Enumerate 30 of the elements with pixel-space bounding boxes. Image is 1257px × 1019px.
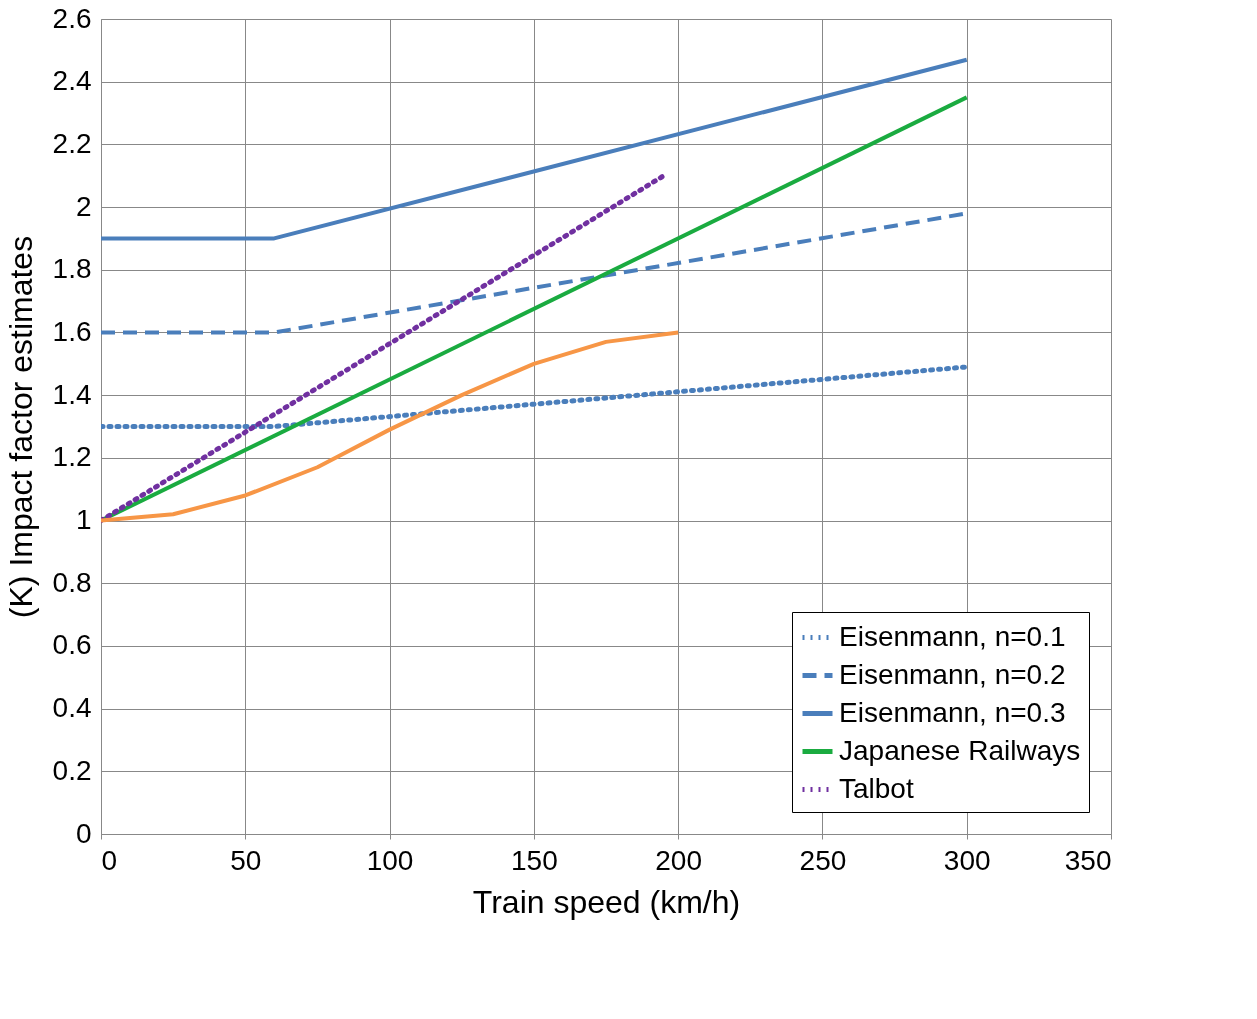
- y-axis-title: (K) Impact factor estimates: [2, 235, 39, 619]
- y-tick-label: 0.2: [52, 754, 92, 786]
- y-tick-label: 2.6: [52, 2, 92, 34]
- legend-label: Talbot: [839, 772, 914, 804]
- y-tick-label: 0.8: [52, 566, 92, 598]
- x-axis-title: Train speed (km/h): [472, 883, 741, 920]
- y-tick-label: 0.6: [52, 629, 92, 661]
- y-tick-label: 2.2: [52, 127, 92, 159]
- x-tick-label: 200: [655, 844, 702, 876]
- y-tick-label: 0.4: [52, 692, 92, 724]
- x-tick-label: 250: [799, 844, 847, 876]
- x-tick-label: 0: [101, 844, 118, 876]
- x-tick-label: 50: [230, 844, 262, 876]
- y-tick-label: 1.8: [52, 253, 92, 285]
- line-series: [101, 330, 681, 523]
- y-tick-label: 2.4: [52, 65, 92, 97]
- y-tick-label: 1.2: [52, 441, 92, 473]
- legend-label: Eisenmann, n=0.2: [839, 658, 1066, 690]
- legend-label: Japanese Railways: [839, 734, 1081, 766]
- x-tick-label: 150: [511, 844, 558, 876]
- y-tick-label: 2: [75, 190, 92, 222]
- y-tick-label: 1.4: [52, 378, 92, 410]
- x-tick-label: 300: [943, 844, 991, 876]
- legend-label: Eisenmann, n=0.1: [839, 620, 1066, 652]
- x-tick-label: 100: [366, 844, 414, 876]
- y-tick-label: 1.6: [52, 315, 92, 347]
- x-tick-label: 350: [1064, 844, 1112, 876]
- y-tick-label: 0: [75, 817, 92, 849]
- legend-label: Eisenmann, n=0.3: [839, 696, 1066, 728]
- y-tick-label: 1: [75, 504, 92, 536]
